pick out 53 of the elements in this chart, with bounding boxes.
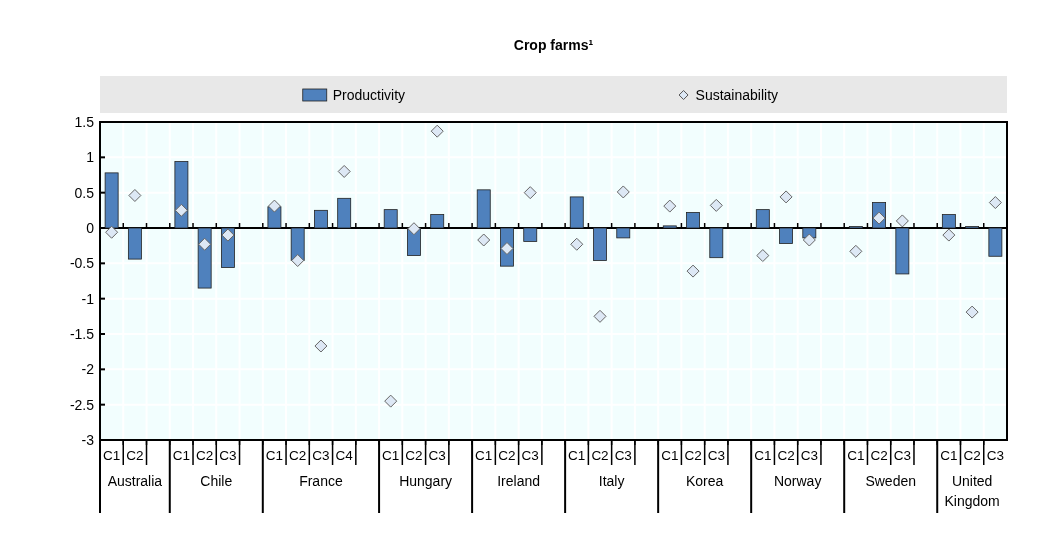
y-tick-label: -2.5 xyxy=(69,396,95,413)
y-tick-label: 0.5 xyxy=(74,184,95,201)
text: Hungary xyxy=(399,473,453,489)
x-tick-label: C3 xyxy=(614,448,632,463)
x-tick-label: C2 xyxy=(591,448,609,463)
y-tick-label: -0.5 xyxy=(69,255,95,272)
x-tick-label: C2 xyxy=(684,448,702,463)
x-tick-label: C1 xyxy=(568,448,586,463)
y-tick-label: -2 xyxy=(81,361,95,378)
text: United Kingdom xyxy=(944,473,1000,509)
x-tick-label: C2 xyxy=(126,448,144,463)
x-tick-label: C1 xyxy=(265,448,284,463)
text: Ireland xyxy=(497,473,541,489)
legend-label: Productivity xyxy=(332,87,406,103)
x-tick-label: C1 xyxy=(847,448,865,463)
x-tick-label: C2 xyxy=(289,448,307,463)
x-tick-label: C2 xyxy=(405,448,423,463)
x-tick-label: C3 xyxy=(986,448,1004,463)
text: Korea xyxy=(685,473,724,489)
x-tick-label: C4 xyxy=(335,448,354,463)
x-tick-label: C1 xyxy=(940,448,958,463)
x-tick-label: C3 xyxy=(893,448,911,463)
x-tick-label: C1 xyxy=(754,448,772,463)
y-tick-label: -1.5 xyxy=(69,326,95,342)
x-tick-label: C2 xyxy=(777,448,795,463)
chart-title: Crop farms¹ xyxy=(513,37,594,53)
y-tick-label: -3 xyxy=(81,432,95,448)
x-tick-label: C1 xyxy=(661,448,679,463)
x-tick-label: C3 xyxy=(521,448,539,463)
text: Italy xyxy=(598,473,625,489)
text: Australia xyxy=(107,473,163,489)
text: France xyxy=(299,473,343,489)
x-tick-label: C2 xyxy=(498,448,516,463)
x-tick-label: C3 xyxy=(428,448,446,463)
x-tick-label: C2 xyxy=(963,448,981,463)
y-tick-label: 0 xyxy=(86,220,95,236)
y-tick-label: 1 xyxy=(86,149,95,166)
x-tick-label: C1 xyxy=(475,448,493,463)
text: Norway xyxy=(773,473,822,489)
x-tick-label: C1 xyxy=(172,448,191,463)
legend-label: Sustainability xyxy=(695,87,779,103)
text: Chile xyxy=(200,473,233,489)
x-tick-label: C3 xyxy=(800,448,818,463)
x-tick-label: C3 xyxy=(312,448,330,463)
y-tick-label: -1 xyxy=(81,290,95,307)
text: Sweden xyxy=(865,473,917,489)
x-tick-label: C1 xyxy=(382,448,400,463)
x-tick-label: C2 xyxy=(196,448,214,463)
y-tick-label: 1.5 xyxy=(74,114,95,130)
x-tick-label: C3 xyxy=(219,448,237,463)
x-tick-label: C1 xyxy=(103,448,121,463)
x-tick-label: C3 xyxy=(707,448,725,463)
x-tick-label: C2 xyxy=(870,448,888,463)
